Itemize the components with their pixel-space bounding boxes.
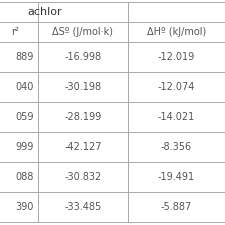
Text: 889: 889 xyxy=(16,52,34,62)
Text: -12.019: -12.019 xyxy=(158,52,195,62)
Text: 040: 040 xyxy=(16,82,34,92)
Text: -14.021: -14.021 xyxy=(158,112,195,122)
Text: -12.074: -12.074 xyxy=(158,82,195,92)
Text: 088: 088 xyxy=(16,172,34,182)
Text: -5.887: -5.887 xyxy=(161,202,192,212)
Text: -30.832: -30.832 xyxy=(64,172,102,182)
Text: 999: 999 xyxy=(16,142,34,152)
Text: -28.199: -28.199 xyxy=(64,112,102,122)
Text: achlor: achlor xyxy=(27,7,62,17)
Text: r²: r² xyxy=(11,27,19,37)
Text: -33.485: -33.485 xyxy=(64,202,102,212)
Text: -42.127: -42.127 xyxy=(64,142,102,152)
Text: 390: 390 xyxy=(16,202,34,212)
Text: -19.491: -19.491 xyxy=(158,172,195,182)
Text: 059: 059 xyxy=(16,112,34,122)
Text: -8.356: -8.356 xyxy=(161,142,192,152)
Text: -16.998: -16.998 xyxy=(64,52,101,62)
Text: -30.198: -30.198 xyxy=(64,82,101,92)
Text: ΔSº (J/mol·k): ΔSº (J/mol·k) xyxy=(52,27,113,37)
Text: ΔHº (kJ/mol): ΔHº (kJ/mol) xyxy=(147,27,206,37)
